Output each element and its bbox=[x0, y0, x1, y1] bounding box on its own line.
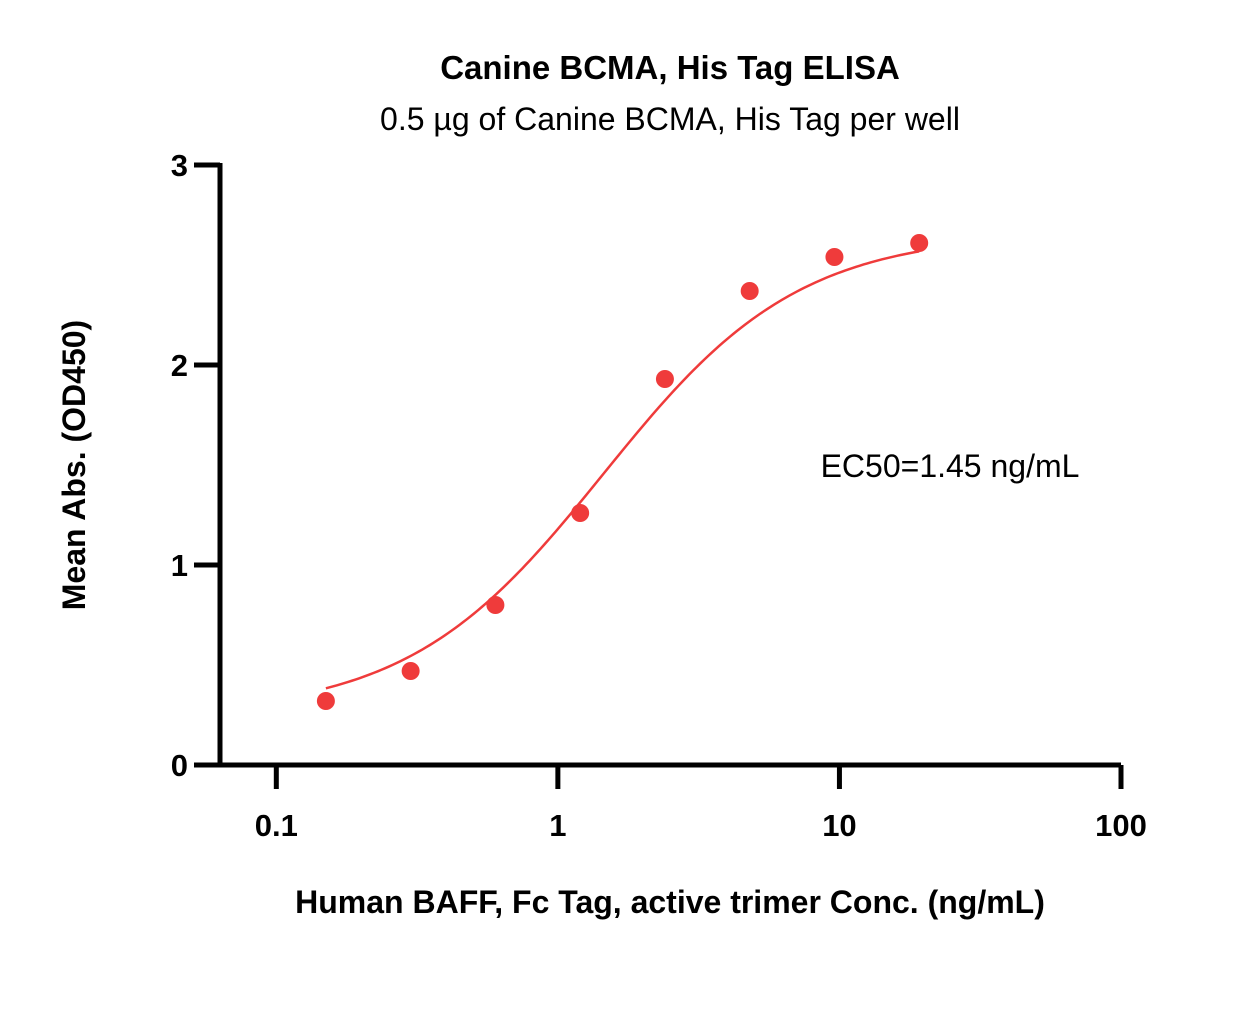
fit-curve bbox=[325, 250, 920, 690]
chart-subtitle: 0.5 µg of Canine BCMA, His Tag per well bbox=[380, 101, 960, 137]
y-tick-label: 0 bbox=[171, 748, 188, 783]
y-tick-label: 2 bbox=[171, 348, 188, 383]
data-point bbox=[825, 248, 844, 266]
y-tick-label: 1 bbox=[171, 548, 188, 583]
data-point bbox=[571, 504, 590, 522]
ec50-annotation: EC50=1.45 ng/mL bbox=[821, 448, 1080, 484]
data-point bbox=[486, 596, 505, 614]
data-point bbox=[401, 662, 420, 680]
y-axis: 0 1 2 3 bbox=[171, 148, 223, 783]
chart-title: Canine BCMA, His Tag ELISA bbox=[440, 49, 900, 86]
data-points-layer bbox=[316, 234, 929, 710]
data-point bbox=[316, 692, 335, 710]
y-tick-label: 3 bbox=[171, 148, 188, 183]
data-point bbox=[910, 234, 929, 252]
x-tick-label: 10 bbox=[822, 808, 856, 843]
x-axis: 0.1 1 10 100 bbox=[217, 762, 1147, 843]
data-point bbox=[740, 282, 759, 300]
fit-curve-layer bbox=[325, 250, 920, 690]
data-point bbox=[655, 370, 674, 388]
x-tick-label: 1 bbox=[549, 808, 566, 843]
x-tick-label: 0.1 bbox=[255, 808, 298, 843]
x-axis-label: Human BAFF, Fc Tag, active trimer Conc. … bbox=[295, 884, 1045, 920]
x-tick-label: 100 bbox=[1095, 808, 1147, 843]
y-axis-label: Mean Abs. (OD450) bbox=[56, 320, 92, 610]
